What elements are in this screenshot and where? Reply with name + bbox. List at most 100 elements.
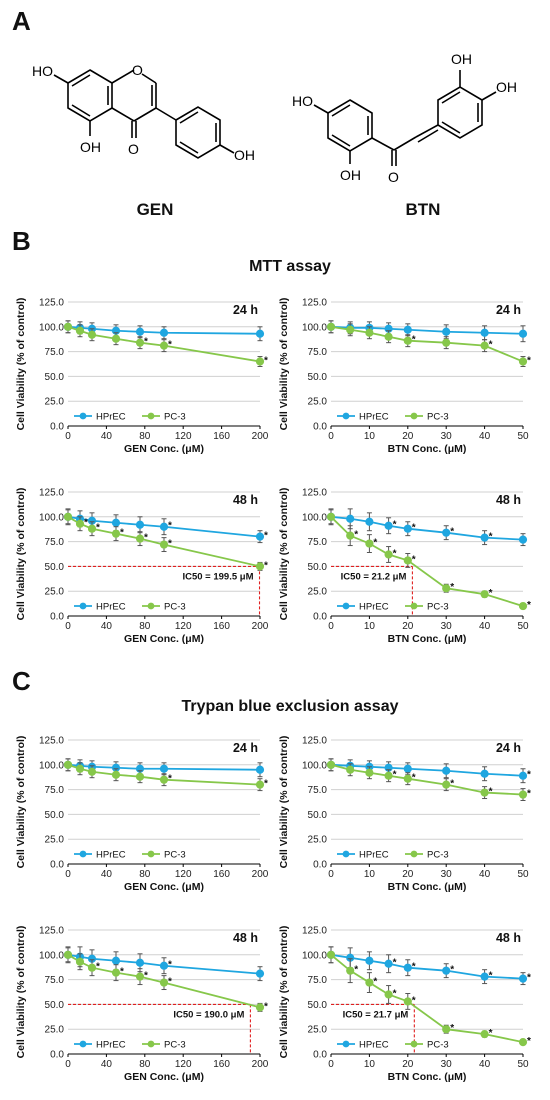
data-point-hprec (135, 327, 145, 336)
chart-trypan-gen-48h: 0.0 25.0 50.0 75.0 100.0 125.0 0 40 80 120 160 200 G… (10, 918, 275, 1093)
gen-atom-oh-right: OH (234, 147, 255, 163)
y-tick-label: 75.0 (45, 347, 65, 358)
x-tick-label: 0 (65, 621, 71, 632)
data-point-pc3 (135, 772, 145, 781)
x-tick-label: 40 (101, 621, 113, 632)
legend-label: HPrEC (96, 850, 126, 861)
significance-star: * (354, 530, 358, 541)
significance-star: * (527, 600, 531, 611)
data-point-hprec (518, 771, 528, 780)
chemical-structures: HO O OH O OH HO OH O OH OH (32, 51, 517, 185)
data-point-hprec (403, 524, 412, 533)
legend-label: PC-3 (427, 1040, 449, 1051)
chart-title: 24 h (233, 303, 258, 317)
x-axis-label: GEN Conc. (μM) (124, 633, 204, 645)
x-tick-label: 0 (328, 1059, 334, 1070)
data-point-pc3 (442, 780, 451, 789)
y-axis-label: Cell Viability (% of control) (278, 488, 290, 621)
significance-star: * (96, 523, 100, 534)
significance-star: * (412, 523, 416, 534)
y-tick-label: 50.0 (45, 810, 65, 821)
significance-star: * (412, 335, 416, 346)
x-tick-label: 40 (479, 431, 491, 442)
data-point-pc3 (384, 771, 393, 780)
data-point-pc3 (346, 765, 355, 774)
y-tick-label: 125.0 (302, 488, 327, 499)
x-axis-label: GEN Conc. (μM) (124, 881, 204, 893)
y-tick-label: 50.0 (308, 1000, 328, 1011)
legend-marker (342, 412, 350, 420)
y-tick-label: 75.0 (45, 785, 65, 796)
data-point-hprec (384, 959, 393, 968)
data-point-pc3 (403, 556, 412, 565)
y-tick-label: 0.0 (313, 860, 327, 871)
y-tick-label: 75.0 (308, 347, 328, 358)
data-point-pc3 (159, 978, 169, 987)
y-tick-label: 50.0 (308, 372, 328, 383)
series-line-hprec (330, 953, 524, 980)
y-tick-label: 50.0 (308, 562, 328, 573)
legend-marker (147, 850, 155, 858)
legend-label: HPrEC (96, 602, 126, 613)
y-axis-label: Cell Viability (% of control) (278, 926, 290, 1059)
y-tick-label: 125.0 (39, 298, 64, 309)
x-axis-label: BTN Conc. (μM) (388, 443, 467, 455)
data-point-pc3 (442, 338, 451, 347)
significance-star: * (144, 337, 148, 348)
significance-star: * (120, 967, 124, 978)
x-tick-label: 0 (65, 431, 71, 442)
x-tick-label: 30 (441, 869, 453, 880)
x-tick-label: 50 (517, 869, 529, 880)
legend-marker (342, 850, 350, 858)
btn-atom-labels: HO OH O OH OH (292, 51, 517, 185)
x-tick-label: 0 (65, 869, 71, 880)
data-point-pc3 (480, 590, 489, 599)
data-point-hprec (255, 532, 265, 541)
significance-star: * (264, 356, 268, 367)
data-point-pc3 (255, 1003, 265, 1012)
ic50-label: IC50 = 21.7 μM (343, 1009, 409, 1020)
data-point-hprec (159, 328, 169, 337)
significance-star: * (144, 971, 148, 982)
data-point-pc3 (63, 950, 73, 959)
x-tick-label: 80 (139, 1059, 151, 1070)
y-tick-label: 125.0 (302, 926, 327, 937)
significance-star: * (393, 770, 397, 781)
x-tick-label: 160 (213, 621, 230, 632)
gen-label: GEN (136, 200, 174, 219)
x-tick-label: 10 (364, 431, 376, 442)
data-point-pc3 (384, 332, 393, 341)
x-tick-label: 40 (101, 431, 113, 442)
x-tick-label: 0 (65, 1059, 71, 1070)
legend-marker (147, 602, 155, 610)
significance-star: * (168, 774, 172, 785)
data-point-pc3 (87, 963, 97, 972)
data-point-pc3 (346, 966, 355, 975)
legend-marker (342, 602, 350, 610)
significance-star: * (168, 539, 172, 550)
legend-marker (410, 850, 418, 858)
significance-star: * (450, 779, 454, 790)
data-point-hprec (255, 329, 265, 338)
data-point-hprec (480, 769, 489, 778)
x-tick-label: 30 (441, 431, 453, 442)
significance-star: * (450, 1023, 454, 1034)
x-tick-label: 50 (517, 1059, 529, 1070)
data-point-pc3 (159, 775, 169, 784)
gen-atom-labels: HO O OH O OH (32, 62, 255, 163)
mtt-assay-title: MTT assay (249, 258, 331, 275)
data-point-pc3 (518, 790, 528, 799)
x-tick-label: 10 (364, 869, 376, 880)
data-point-pc3 (384, 550, 393, 559)
significance-star: * (527, 789, 531, 800)
chart-title: 24 h (496, 303, 521, 317)
data-point-pc3 (480, 788, 489, 797)
data-point-pc3 (518, 601, 528, 611)
y-tick-label: 125.0 (39, 736, 64, 747)
y-tick-label: 100.0 (39, 760, 64, 771)
x-axis-label: GEN Conc. (μM) (124, 443, 204, 455)
data-point-hprec (159, 961, 169, 970)
legend-marker (79, 1040, 87, 1048)
y-tick-label: 50.0 (308, 810, 328, 821)
data-point-pc3 (326, 950, 336, 959)
